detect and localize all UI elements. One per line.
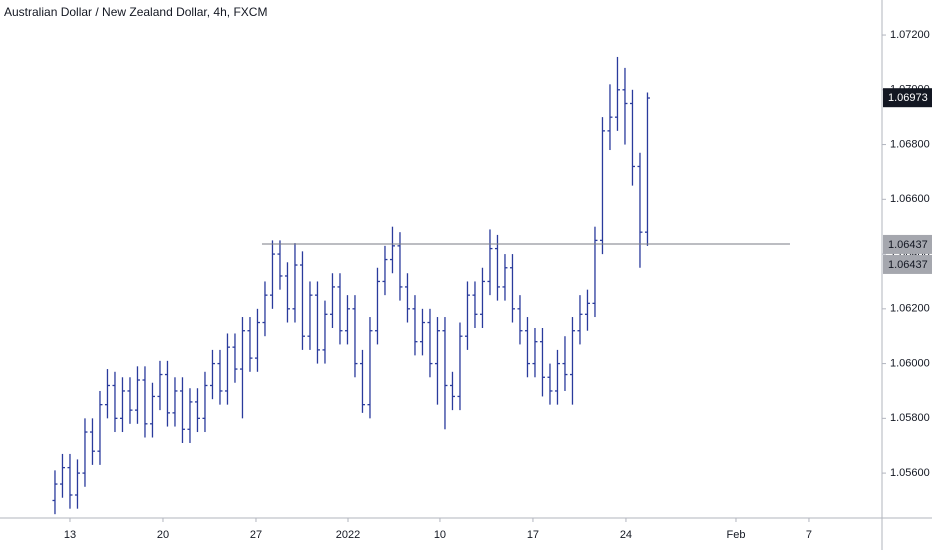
y-tick-label: 1.06000 xyxy=(890,357,930,369)
y-tick-label: 1.06200 xyxy=(890,303,930,315)
x-tick-label: 27 xyxy=(250,529,262,541)
x-tick-label: 24 xyxy=(620,529,632,541)
x-tick-label: 13 xyxy=(64,529,76,541)
last-price-label: 1.06973 xyxy=(888,92,928,104)
y-tick-label: 1.05800 xyxy=(890,412,930,424)
x-tick-label: 10 xyxy=(434,529,446,541)
y-tick-label: 1.05600 xyxy=(890,467,930,479)
chart-title: Australian Dollar / New Zealand Dollar, … xyxy=(4,5,267,19)
x-tick-label: 20 xyxy=(157,529,169,541)
x-tick-label: Feb xyxy=(726,529,745,541)
price-label-box xyxy=(883,254,932,274)
y-tick-label: 1.06600 xyxy=(890,193,930,205)
last-price-box xyxy=(883,88,932,108)
y-tick-label: 1.07200 xyxy=(890,29,930,41)
x-tick-label: 17 xyxy=(527,529,539,541)
x-tick-label: 2022 xyxy=(336,529,360,541)
x-tick-label: 7 xyxy=(806,529,812,541)
price-label: 1.06437 xyxy=(888,259,928,271)
price-label: 1.06437 xyxy=(888,239,928,251)
price-label-box xyxy=(883,234,932,254)
y-tick-label: 1.06800 xyxy=(890,138,930,150)
